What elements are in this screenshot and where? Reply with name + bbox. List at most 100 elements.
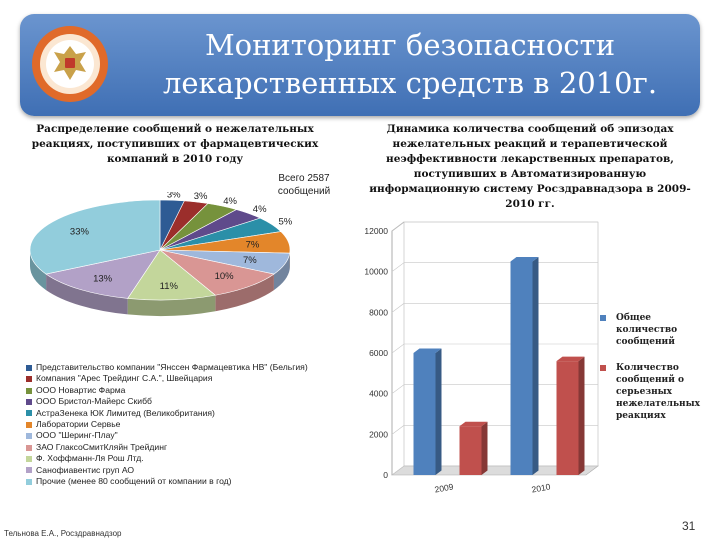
legend-swatch [26, 410, 32, 417]
bar-side [481, 421, 488, 475]
bar-side [578, 356, 585, 475]
pie-legend: Представительство компании "Янссен Фарма… [26, 362, 346, 487]
legend-item: ООО "Шеринг-Плау" [26, 430, 346, 441]
slide-title-line-1: Мониторинг безопасности [204, 28, 616, 62]
pie-slice-10 [29, 199, 161, 275]
legend-item: Лаборатории Сервье [26, 419, 346, 430]
legend-label: АстраЗенека ЮК Лимитед (Великобритания) [36, 407, 215, 418]
bar-chart-title: Динамика количества сообщений об эпизода… [369, 123, 691, 210]
legend-item: ООО Бристол-Майерс Скибб [26, 396, 346, 407]
legend-item: Санофиавентис груп АО [26, 465, 346, 476]
legend-label: ООО Бристол-Майерс Скибб [36, 396, 152, 407]
pie-label-4: 5% [278, 216, 292, 227]
slide-title: Мониторинг безопасности лекарственных ср… [130, 26, 690, 102]
pie-label-3: 4% [253, 204, 267, 215]
title-banner [20, 14, 700, 116]
y-tick-label: 12000 [364, 226, 388, 236]
legend-label: Компания "Арес Трейдинг С.А.", Швейцария [36, 373, 213, 384]
legend-swatch [26, 444, 32, 451]
bar-front [459, 426, 482, 475]
y-tick-label: 0 [383, 470, 388, 480]
bar-top [556, 356, 585, 362]
pie-label-7: 10% [215, 271, 235, 282]
bar-front [510, 261, 533, 475]
pie-slice-side-8 [127, 295, 216, 316]
page-number: 31 [682, 519, 696, 533]
bar-legend: Общее количество сообщений Количество соо… [600, 312, 700, 436]
bar-legend-label: Количество сообщений о серьезных нежелат… [616, 363, 701, 421]
bar-chart: 0 2000 4000 6000 8000 10000 12000 2009 2010 [364, 221, 599, 495]
legend-swatch [26, 421, 32, 428]
pie-slice-8 [127, 249, 217, 301]
emblem-logo [32, 26, 108, 102]
bar-front [556, 361, 579, 475]
legend-swatch [26, 376, 32, 383]
bar-2010-0 [510, 257, 539, 475]
bar-top [459, 421, 488, 427]
y-tick-label: 2000 [369, 429, 388, 439]
legend-label: Лаборатории Сервье [36, 419, 121, 430]
legend-swatch [26, 467, 32, 474]
x-tick-label: 2009 [434, 481, 455, 494]
pie-label-5: 7% [246, 239, 260, 250]
legend-label: ООО "Шеринг-Плау" [36, 430, 118, 441]
pie-slice-side-10 [30, 250, 47, 291]
slide-title-line-2: лекарственных средств в 2010г. [162, 66, 658, 100]
y-tick-label: 4000 [369, 389, 388, 399]
legend-item: АстраЗенека ЮК Лимитед (Великобритания) [26, 408, 346, 419]
legend-item: ЗАО ГлаксоСмитКляйн Трейдинг [26, 442, 346, 453]
pie-total-annotation: Всего 2587 сообщений [277, 173, 331, 197]
pie-chart-title: Распределение сообщений о нежелательных … [31, 123, 319, 165]
bar-front [413, 353, 436, 475]
bar-2009-0 [413, 348, 442, 475]
pie-label-2: 4% [223, 196, 237, 207]
legend-label: Представительство компании "Янссен Фарма… [36, 362, 308, 372]
pie-slice-9 [45, 249, 161, 299]
pie-label-9: 13% [93, 273, 113, 284]
pie-label-0: 3% [167, 192, 181, 200]
y-tick-label: 10000 [364, 267, 388, 277]
legend-swatch [26, 398, 32, 405]
bar-2009-1 [459, 421, 488, 475]
bar-legend-item: Количество сообщений о серьезных нежелат… [600, 362, 700, 422]
pie-chart: 3% 3% 4% 4% 5% 7% 7% 10% 11% 13% 33% [29, 192, 293, 316]
pie-slice-side-6 [273, 253, 290, 291]
bar-top [413, 348, 442, 353]
footer-author: Тельнова Е.А., Росздравнадзор [4, 529, 122, 538]
bar-side [435, 348, 442, 475]
legend-label: ЗАО ГлаксоСмитКляйн Трейдинг [36, 441, 168, 452]
legend-item: Компания "Арес Трейдинг С.А.", Швейцария [26, 373, 346, 384]
bar-legend-item: Общее количество сообщений [600, 312, 700, 348]
bar-2010-1 [556, 356, 585, 475]
bar-legend-label: Общее количество сообщений [616, 313, 678, 347]
bar-side [532, 257, 539, 475]
bar-top [510, 257, 539, 262]
legend-item: Ф. Хоффманн-Ля Рош Лтд. [26, 453, 346, 464]
x-tick-label: 2010 [531, 481, 552, 494]
pie-label-8: 11% [160, 281, 179, 292]
pie-slice-side-9 [46, 274, 128, 315]
legend-label: Санофиавентис груп АО [36, 464, 135, 475]
pie-slice-7 [159, 249, 275, 296]
legend-swatch [26, 455, 32, 462]
pie-slice-side-7 [215, 274, 274, 312]
pie-label-10: 33% [70, 227, 90, 238]
bar-legend-swatch [600, 365, 606, 371]
legend-label: Ф. Хоффманн-Ля Рош Лтд. [36, 453, 144, 464]
gridline [391, 221, 598, 232]
bar-legend-swatch [600, 315, 606, 321]
pie-label-6: 7% [243, 255, 257, 266]
legend-label: Прочие (менее 80 сообщений от компании в… [36, 476, 232, 487]
pie-label-1: 3% [194, 192, 208, 202]
shield-icon [65, 58, 75, 68]
y-tick-label: 8000 [369, 307, 388, 317]
legend-swatch [26, 433, 32, 440]
legend-swatch [26, 478, 32, 485]
legend-swatch [26, 387, 32, 394]
legend-item: Представительство компании "Янссен Фарма… [26, 362, 346, 373]
legend-item: ООО Новартис Фарма [26, 385, 346, 396]
legend-swatch [26, 364, 32, 371]
legend-item: Прочие (менее 80 сообщений от компании в… [26, 476, 346, 487]
y-tick-label: 6000 [369, 348, 388, 358]
legend-label: ООО Новартис Фарма [36, 384, 126, 395]
